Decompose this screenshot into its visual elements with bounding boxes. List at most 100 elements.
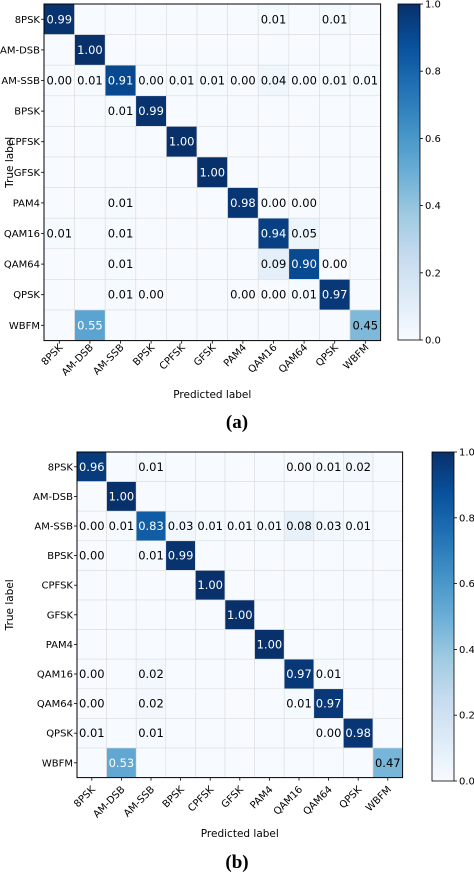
heatmap-cell (104, 248, 137, 280)
heatmap-cell (283, 629, 315, 660)
heatmap-cell (135, 64, 167, 97)
cell-value-label: 0.01 (345, 519, 371, 533)
heatmap-cell (135, 599, 167, 630)
cell-value-label: 0.05 (291, 227, 317, 241)
x-tick-label: BPSK (161, 784, 187, 810)
cell-value-label: 0.01 (79, 726, 105, 740)
heatmap-cell (288, 126, 320, 158)
heatmap-cell (165, 570, 196, 601)
cell-value-label: 0.97 (316, 697, 342, 711)
x-tick-label: WBFM (364, 784, 394, 814)
heatmap-cell (349, 187, 381, 219)
heatmap-cell (224, 658, 255, 690)
cell-value-label: 0.00 (261, 288, 287, 302)
x-tick-label: QAM64 (301, 784, 334, 817)
x-tick-label: WBFM (342, 342, 372, 372)
heatmap-cell (165, 599, 196, 630)
heatmap-cell (343, 570, 374, 601)
heatmap-cell (196, 156, 228, 188)
heatmap-cell (319, 279, 351, 311)
confusion-matrix-b: 0.96 0.01 0.00 0.01 0.021.000.00 0.01 0.83 0.03… (4, 448, 474, 874)
heatmap-cell (76, 481, 107, 512)
cell-value-label: 0.00 (230, 74, 256, 88)
cell-value-label: 0.01 (108, 196, 134, 210)
y-tick-label: AM-DSB (33, 492, 73, 503)
heatmap-cell (349, 279, 381, 311)
colorbar-tick-label: 0.2 (425, 268, 441, 279)
cell-value-label: 0.83 (138, 519, 164, 533)
heatmap-cell (224, 481, 255, 512)
heatmap-cell (165, 688, 196, 719)
y-tick-label: AM-DSB (0, 45, 40, 56)
heatmap-cell (43, 156, 75, 188)
heatmap-cell (165, 718, 196, 749)
heatmap-cell (224, 629, 255, 660)
heatmap-cell (254, 629, 285, 660)
heatmap-cell (166, 279, 198, 311)
colorbar-tick-label: 0.0 (425, 336, 441, 347)
cell-value-label: 0.45 (352, 318, 378, 332)
colorbar-tick-label: 0.0 (459, 777, 474, 788)
heatmap-cell (313, 718, 344, 749)
heatmap-cell (283, 599, 315, 630)
cell-value-label: 0.00 (138, 74, 164, 88)
cell-value-label: 0.01 (316, 667, 342, 681)
heatmap-cell (227, 126, 259, 158)
cell-value-label: 0.01 (169, 74, 195, 88)
y-tick-label: PAM4 (13, 198, 40, 209)
cell-value-label: 0.00 (79, 519, 105, 533)
y-tick-label: QAM64 (4, 260, 40, 271)
cell-value-label: 0.02 (345, 460, 371, 474)
heatmap-cell (74, 64, 106, 97)
colorbar-tick-label: 0.4 (459, 645, 474, 656)
heatmap-cell (166, 3, 198, 35)
x-tick-label: CPFSK (158, 342, 188, 372)
heatmap-cell (166, 156, 198, 188)
heatmap-cell (166, 95, 198, 127)
heatmap-cell (196, 309, 228, 341)
y-tick-label: QPSK (46, 729, 73, 740)
heatmap-cell (254, 481, 285, 512)
y-tick-label: AM-SSB (1, 76, 40, 87)
heatmap-cell (195, 451, 226, 482)
heatmap-cell (254, 658, 285, 690)
cell-value-label: 0.01 (138, 549, 164, 563)
heatmap-cell (166, 126, 198, 158)
cell-value-label: 0.99 (46, 12, 72, 26)
heatmap-cell (196, 3, 228, 35)
heatmap-cell (196, 248, 228, 280)
heatmap-cell (319, 187, 351, 219)
x-tick-label: PAM4 (248, 784, 275, 811)
heatmap-cell (343, 629, 374, 660)
heatmap-cell (227, 95, 259, 127)
cell-value-label: 0.94 (261, 227, 287, 241)
heatmap-cell (135, 629, 167, 660)
heatmap-cell (227, 34, 259, 66)
cell-value-label: 0.01 (199, 74, 225, 88)
heatmap-cell (76, 510, 107, 542)
heatmap-cell (288, 279, 320, 311)
cell-value-label: 0.01 (108, 288, 134, 302)
cell-value-label: 0.01 (138, 726, 164, 740)
heatmap-cell (43, 95, 75, 127)
cell-value-label: 1.00 (227, 608, 253, 622)
heatmap-cell (313, 599, 344, 630)
heatmap-cell (313, 540, 344, 571)
heatmap-cell (43, 187, 75, 219)
cell-value-label: 1.00 (77, 43, 103, 57)
heatmap-cell (319, 34, 351, 66)
heatmap-cell (135, 126, 167, 158)
cell-value-label: 1.00 (257, 637, 283, 651)
y-tick-label: 8PSK (15, 15, 41, 26)
y-tick-label: QAM16 (37, 670, 73, 681)
heatmap-cell (313, 747, 344, 778)
heatmap-cell (104, 34, 137, 66)
colorbar-tick-label: 0.8 (425, 67, 441, 78)
y-tick-label: WBFM (42, 758, 73, 769)
heatmap-cell (254, 570, 285, 601)
heatmap-cell (195, 629, 226, 660)
cell-value-label: 0.00 (79, 667, 105, 681)
cell-value-label: 0.90 (291, 257, 317, 271)
heatmap-cell (135, 34, 167, 66)
heatmap-cell (227, 309, 259, 341)
